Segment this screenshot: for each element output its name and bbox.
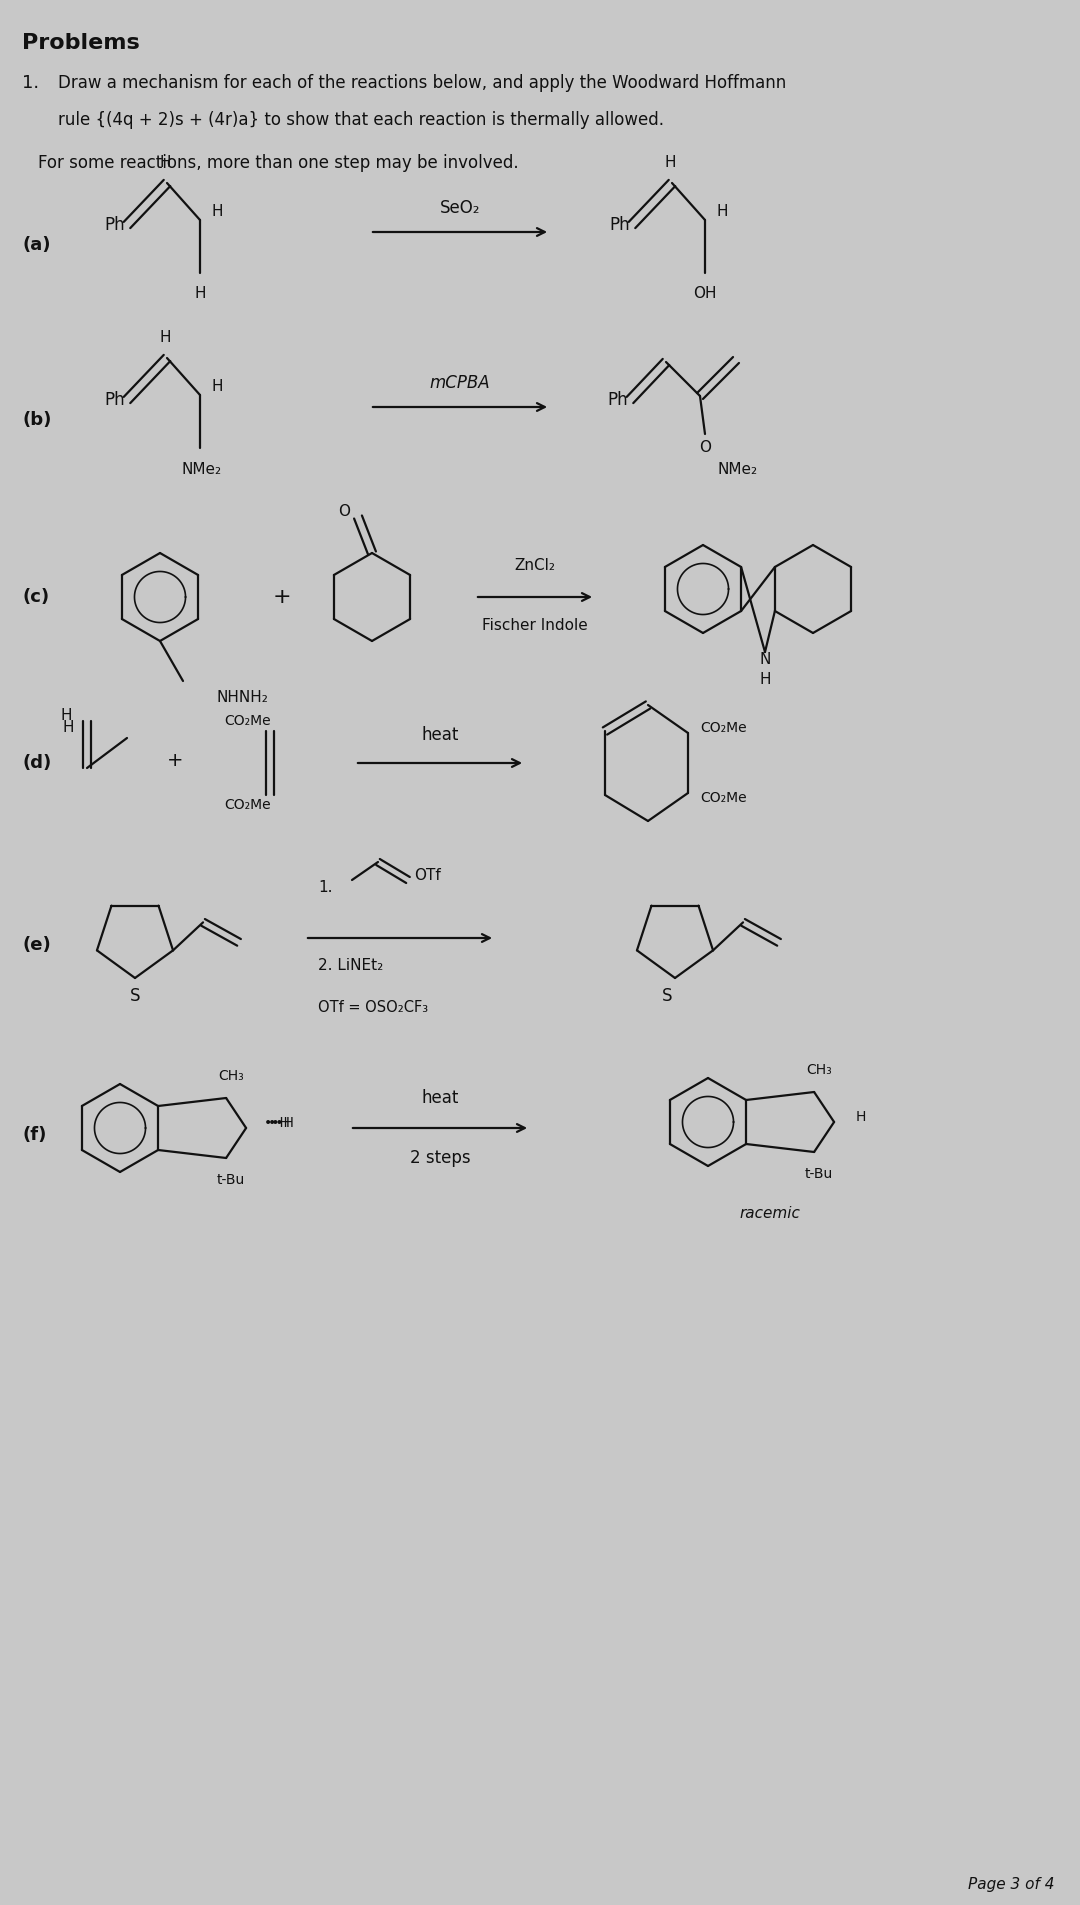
Text: H: H	[194, 286, 206, 301]
Text: Page 3 of 4: Page 3 of 4	[969, 1878, 1055, 1892]
Text: CO₂Me: CO₂Me	[700, 791, 746, 806]
Text: N: N	[759, 652, 771, 667]
Text: t-Bu: t-Bu	[805, 1168, 834, 1181]
Text: (f): (f)	[22, 1126, 46, 1145]
Text: NHNH₂: NHNH₂	[216, 690, 268, 705]
Text: 1.: 1.	[318, 880, 333, 895]
Text: (d): (d)	[22, 754, 51, 772]
Text: OTf: OTf	[414, 869, 441, 884]
Text: SeO₂: SeO₂	[440, 198, 481, 217]
Text: +: +	[166, 751, 184, 770]
Text: Ph: Ph	[607, 391, 627, 410]
Text: Fischer Indole: Fischer Indole	[482, 617, 588, 632]
Text: H: H	[759, 671, 771, 686]
Text: CH₃: CH₃	[807, 1063, 832, 1076]
Text: H: H	[716, 204, 728, 219]
Text: Ph: Ph	[609, 215, 630, 234]
Text: 1.: 1.	[22, 74, 39, 91]
Text: ••H: ••H	[268, 1116, 295, 1130]
Text: NMe₂: NMe₂	[181, 463, 222, 478]
Text: CO₂Me: CO₂Me	[224, 798, 271, 812]
Text: H: H	[856, 1111, 866, 1124]
Text: S: S	[662, 987, 672, 1006]
Text: heat: heat	[421, 726, 459, 745]
Text: (a): (a)	[22, 236, 51, 253]
Text: H: H	[63, 720, 75, 735]
Text: racemic: racemic	[740, 1206, 800, 1221]
Text: CO₂Me: CO₂Me	[224, 714, 271, 728]
Text: CH₃: CH₃	[218, 1069, 244, 1084]
Text: H: H	[212, 204, 222, 219]
Text: H: H	[159, 330, 171, 345]
Text: mCPBA: mCPBA	[430, 373, 490, 392]
Text: CO₂Me: CO₂Me	[700, 720, 746, 735]
Text: H: H	[212, 379, 222, 394]
Text: O: O	[338, 503, 350, 518]
Text: (e): (e)	[22, 935, 51, 954]
Text: Problems: Problems	[22, 32, 139, 53]
Text: heat: heat	[421, 1090, 459, 1107]
Text: 2. LiNEt₂: 2. LiNEt₂	[318, 958, 383, 972]
Text: +: +	[272, 587, 292, 608]
Text: For some reactions, more than one step may be involved.: For some reactions, more than one step m…	[38, 154, 518, 171]
Text: O: O	[699, 440, 711, 455]
Text: OH: OH	[693, 286, 717, 301]
Text: t-Bu: t-Bu	[217, 1173, 245, 1187]
Text: 2 steps: 2 steps	[409, 1149, 470, 1168]
Text: H: H	[60, 709, 72, 724]
Text: S: S	[130, 987, 140, 1006]
Text: NMe₂: NMe₂	[718, 463, 758, 478]
Text: H: H	[159, 156, 171, 171]
Text: Ph: Ph	[105, 215, 125, 234]
Text: OTf = OSO₂CF₃: OTf = OSO₂CF₃	[318, 1000, 428, 1015]
Text: Ph: Ph	[105, 391, 125, 410]
Text: (b): (b)	[22, 411, 52, 429]
Text: (c): (c)	[22, 589, 49, 606]
Text: Draw a mechanism for each of the reactions below, and apply the Woodward Hoffman: Draw a mechanism for each of the reactio…	[58, 74, 786, 91]
Text: H: H	[664, 156, 676, 171]
Text: rule {(4q + 2)s + (4r)a} to show that each reaction is thermally allowed.: rule {(4q + 2)s + (4r)a} to show that ea…	[58, 110, 664, 130]
Text: ZnCl₂: ZnCl₂	[514, 558, 555, 573]
Text: ••H: ••H	[264, 1116, 291, 1130]
